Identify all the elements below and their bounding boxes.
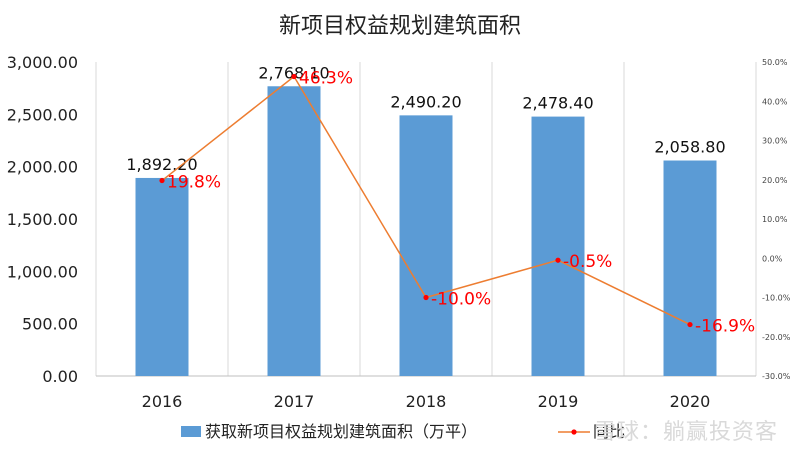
y-right-tick-label: -30.0% — [762, 372, 791, 381]
line-value-label: -0.5% — [563, 252, 612, 272]
x-tick-label: 2018 — [406, 392, 447, 411]
y-right-tick-label: 20.0% — [762, 176, 788, 185]
line-value-label: -16.9% — [695, 317, 755, 337]
x-tick-label: 2017 — [274, 392, 315, 411]
y-right-tick-label: 50.0% — [762, 58, 788, 67]
line-point-2019 — [555, 257, 561, 263]
y-right-tick-label: 30.0% — [762, 137, 788, 146]
bar-2017 — [267, 86, 321, 376]
y-right-tick-label: 0.0% — [762, 254, 783, 263]
legend-swatch-marker — [571, 429, 577, 435]
bar-2016 — [135, 177, 189, 376]
y-left-tick-label: 2,000.00 — [7, 158, 78, 177]
line-point-2017 — [291, 73, 297, 80]
y-right-tick-label: -10.0% — [762, 294, 791, 303]
line-value-label: 19.8% — [167, 173, 221, 193]
y-right-tick-label: 10.0% — [762, 215, 788, 224]
y-left-tick-label: 1,000.00 — [7, 262, 78, 281]
bar-2020 — [663, 160, 717, 376]
bar-value-label: 2,478.40 — [522, 94, 593, 113]
legend-label-bar: 获取新项目权益规划建筑面积（万平） — [205, 422, 477, 441]
y-left-tick-label: 2,500.00 — [7, 105, 78, 124]
y-left-tick-label: 500.00 — [22, 315, 78, 334]
legend-swatch-bar — [181, 426, 201, 437]
x-tick-label: 2020 — [670, 392, 711, 411]
bar-value-label: 1,892.20 — [126, 155, 197, 174]
x-tick-label: 2016 — [142, 392, 183, 411]
y-right-tick-label: -20.0% — [762, 333, 791, 342]
watermark-text: 雪球：躺赢投资客 — [593, 420, 778, 445]
bar-2018 — [399, 115, 453, 376]
y-left-tick-label: 3,000.00 — [7, 53, 78, 72]
legend-label-line: 同比 — [593, 422, 625, 441]
line-value-label: 46.3% — [299, 69, 353, 89]
line-point-2020 — [687, 321, 693, 328]
bar-value-label: 2,058.80 — [654, 138, 725, 157]
bar-2019 — [531, 116, 585, 377]
y-left-tick-label: 1,500.00 — [7, 210, 78, 229]
line-point-2016 — [159, 177, 165, 184]
x-tick-label: 2019 — [538, 392, 579, 411]
bar-value-label: 2,768.10 — [258, 63, 329, 82]
chart-title: 新项目权益规划建筑面积 — [279, 14, 521, 39]
line-value-label: -10.0% — [431, 290, 491, 310]
y-right-tick-label: 40.0% — [762, 97, 788, 106]
bar-value-label: 2,490.20 — [390, 92, 461, 111]
y-left-tick-label: 0.00 — [42, 367, 78, 386]
line-point-2018 — [423, 294, 429, 301]
